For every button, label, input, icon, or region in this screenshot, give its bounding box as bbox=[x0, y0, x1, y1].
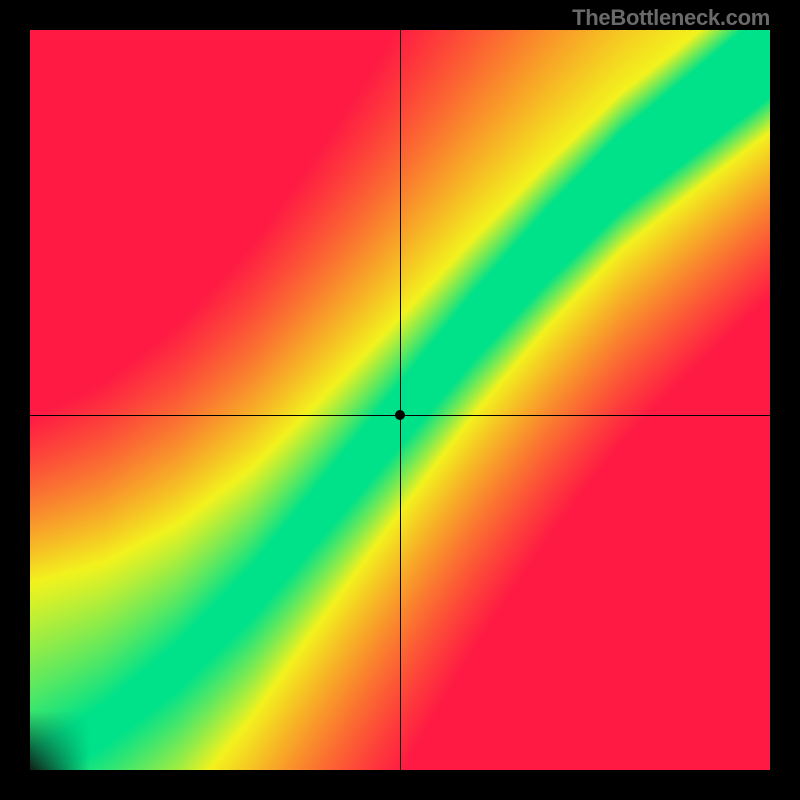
watermark-text: TheBottleneck.com bbox=[572, 5, 770, 31]
plot-area bbox=[30, 30, 770, 770]
selection-point bbox=[395, 410, 405, 420]
crosshair-vertical bbox=[400, 30, 401, 770]
